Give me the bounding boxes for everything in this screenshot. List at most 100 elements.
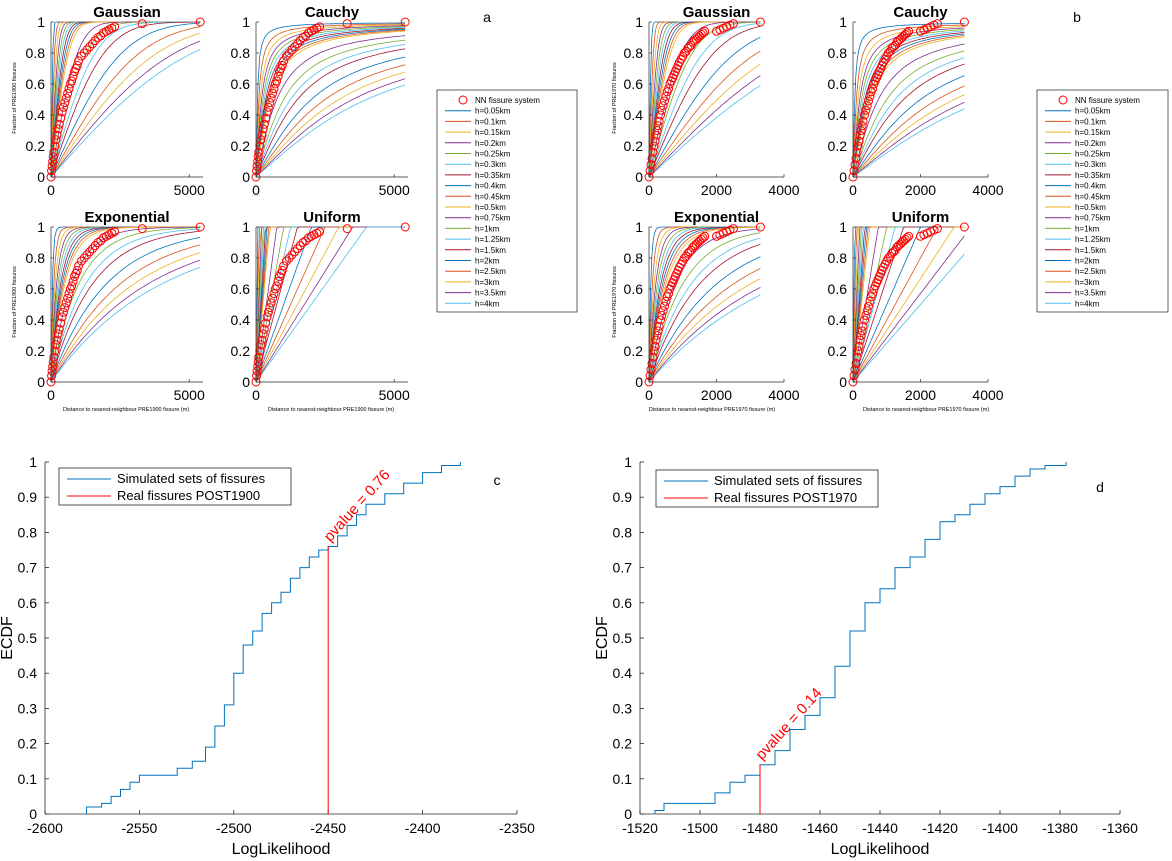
- kernel-curve: [648, 243, 761, 383]
- nn-marker: [887, 248, 897, 258]
- y-tick-label: 0: [839, 374, 847, 390]
- kernel-curve: [852, 35, 965, 178]
- y-tick-label: 0.8: [26, 250, 46, 266]
- nn-marker: [868, 84, 878, 94]
- kernel-curve: [648, 22, 761, 178]
- panel-c: 0 0.1 0.2 0.3 0.4 0.5 0.6 0.7 0.8 0.9 1 -2600 -2550 -…: [0, 454, 535, 858]
- kernel-curve: [50, 226, 201, 383]
- nn-marker: [76, 51, 86, 61]
- x-tick-label: -2450: [310, 820, 346, 836]
- ylabel-a-bottom: Fraction of PRE1900 fissures: [12, 266, 18, 338]
- nn-marker: [51, 340, 61, 350]
- xlabel-b-right: Distance to nearest-neighbour PRE1970 fi…: [863, 407, 989, 413]
- nn-marker: [253, 157, 263, 166]
- kernel-curve: [50, 40, 201, 178]
- kernel-curve: [255, 226, 406, 383]
- y-tick-label: 1: [37, 14, 45, 30]
- nn-marker: [104, 230, 114, 240]
- nn-marker: [698, 28, 708, 38]
- y-tick-label: 0.6: [18, 595, 38, 611]
- nn-marker: [85, 247, 95, 257]
- nn-marker: [258, 329, 268, 339]
- y-tick-label: 0.4: [624, 107, 644, 123]
- nn-marker: [254, 352, 264, 362]
- nn-marker: [48, 152, 58, 162]
- kernel-curve: [50, 244, 201, 383]
- legend-label: h=3.5km: [1075, 289, 1106, 298]
- legend-label: h=0.15km: [475, 128, 511, 137]
- nn-marker: [683, 248, 693, 258]
- y-tick-label: 0.6: [624, 76, 644, 92]
- legend-label: h=0.35km: [475, 171, 511, 180]
- y-axis-label: ECDF: [594, 616, 611, 660]
- legend-label: h=0.75km: [1075, 214, 1111, 223]
- kernel-curve: [255, 226, 406, 383]
- nn-marker: [90, 241, 100, 251]
- x-tick-label: 2000: [701, 182, 732, 198]
- x-tick-label: 0: [849, 387, 857, 403]
- nn-marker: [904, 26, 914, 36]
- x-tick-label: 5000: [379, 182, 410, 198]
- nn-marker: [894, 36, 904, 46]
- y-tick-label: 0.4: [26, 312, 46, 328]
- nn-marker: [855, 335, 865, 345]
- y-tick-label: 1: [635, 219, 643, 235]
- y-tick-label: 0.4: [26, 107, 46, 123]
- nn-marker: [79, 48, 89, 58]
- nn-marker: [74, 56, 84, 66]
- nn-marker: [93, 238, 103, 247]
- nn-marker: [851, 358, 861, 368]
- kernel-curve: [648, 256, 761, 383]
- nn-marker: [82, 250, 92, 260]
- nn-marker: [195, 222, 205, 232]
- y-tick-label: 0.6: [828, 281, 848, 297]
- panel-d: 0 0.1 0.2 0.3 0.4 0.5 0.6 0.7 0.8 0.9 1 -1520 -1500 -…: [594, 454, 1138, 858]
- x-tick-label: 4000: [972, 387, 1003, 403]
- kernel-curve: [648, 50, 761, 178]
- nn-marker: [657, 310, 667, 320]
- nn-marker: [400, 222, 410, 232]
- legend-label: h=0.2km: [1075, 139, 1106, 148]
- panel-label-a: a: [483, 9, 491, 25]
- legend-label: h=0.45km: [1075, 192, 1111, 201]
- legend-label: h=0.25km: [1075, 150, 1111, 159]
- nn-marker: [645, 371, 655, 381]
- nn-marker: [654, 116, 664, 126]
- x-tick-label: 2000: [905, 182, 936, 198]
- kernel-curve: [852, 63, 965, 178]
- kernel-curve: [255, 25, 406, 178]
- kernel-curve: [648, 36, 761, 178]
- nn-marker: [690, 241, 700, 251]
- nn-marker: [850, 365, 860, 375]
- kernel-curve: [50, 226, 201, 383]
- legend-label: h=0.4km: [475, 182, 506, 191]
- nn-marker: [654, 321, 664, 331]
- legend-label: h=2km: [1075, 257, 1100, 266]
- nn-marker: [266, 93, 276, 103]
- nn-marker: [688, 242, 698, 252]
- x-tick-label: -1380: [1042, 820, 1078, 836]
- nn-marker: [658, 306, 668, 316]
- x-tick-label: 0: [252, 387, 260, 403]
- nn-marker: [195, 17, 205, 27]
- kernel-curve: [255, 28, 406, 178]
- y-tick-label: 0: [635, 374, 643, 390]
- y-tick-label: 0.6: [231, 76, 251, 92]
- nn-marker: [257, 130, 267, 140]
- nn-marker: [74, 261, 84, 271]
- y-tick-label: 0.2: [624, 343, 644, 359]
- nn-marker: [58, 307, 68, 317]
- nn-marker: [47, 166, 57, 176]
- nn-marker: [272, 281, 282, 291]
- kernel-curve: [255, 22, 406, 178]
- nn-marker: [900, 234, 910, 244]
- y-tick-label: 0.8: [231, 250, 251, 266]
- y-tick-label: 0.2: [828, 343, 848, 359]
- subplot-title: Uniform: [892, 209, 950, 226]
- nn-marker: [258, 124, 268, 134]
- subplot-title: Gaussian: [683, 4, 751, 21]
- nn-marker: [48, 157, 58, 166]
- y-tick-label: 0.2: [624, 138, 644, 154]
- y-tick-label: 0.8: [26, 45, 46, 61]
